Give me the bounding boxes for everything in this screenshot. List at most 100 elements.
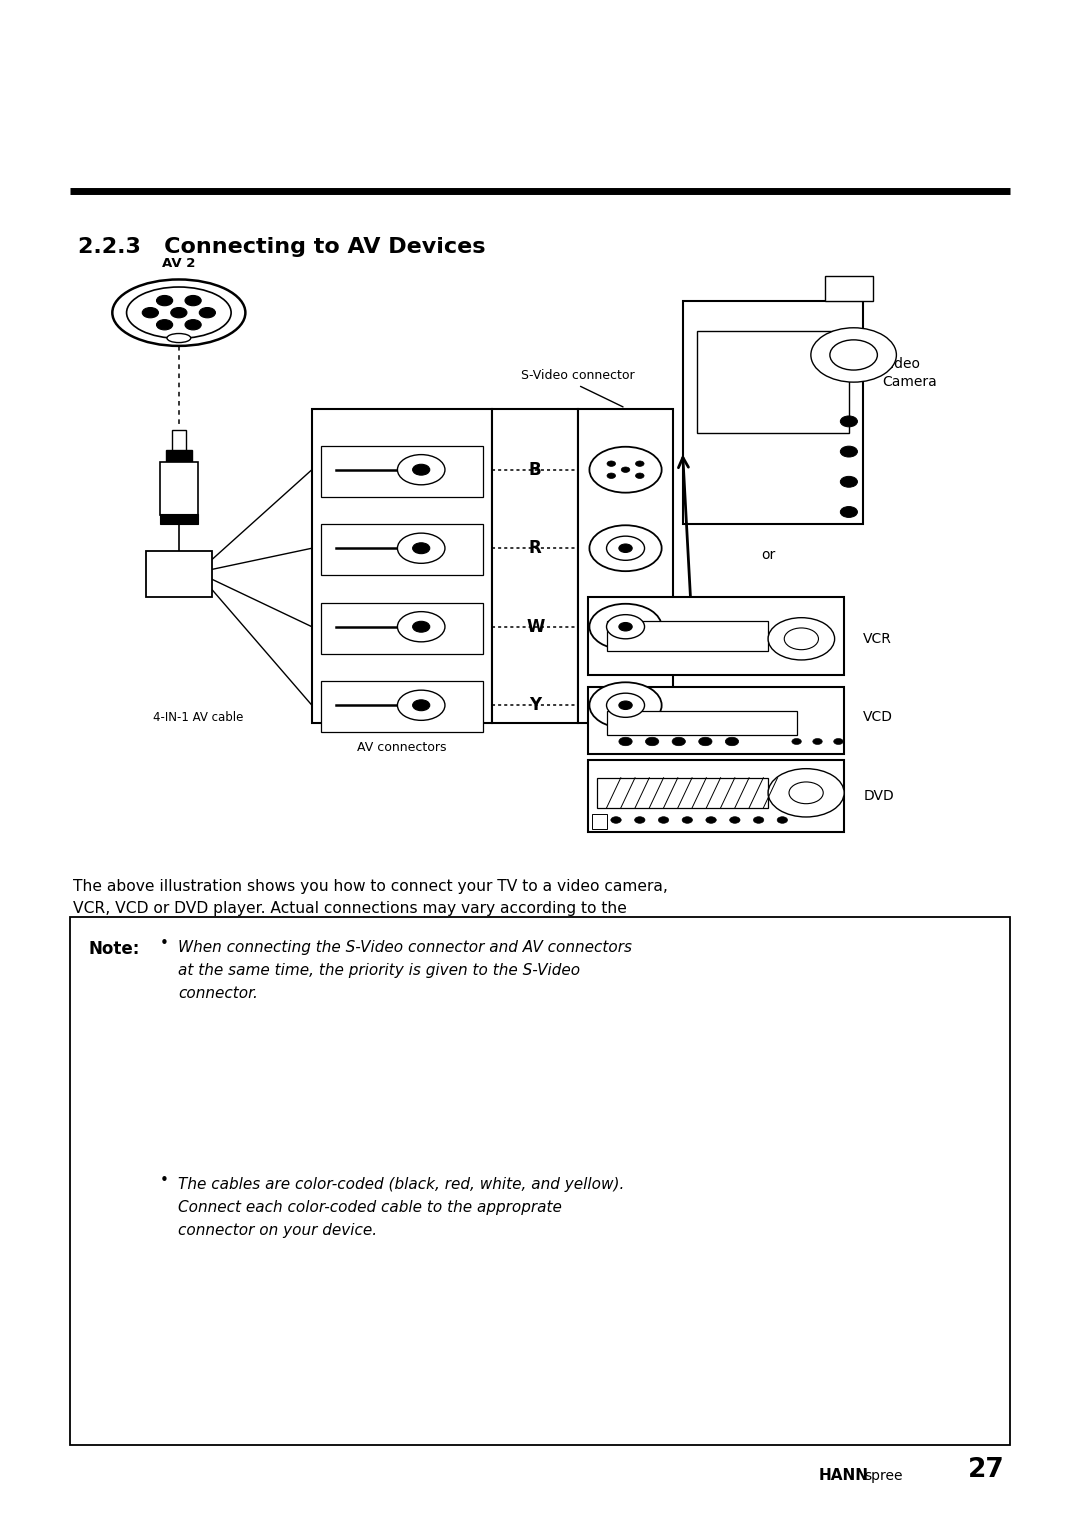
Circle shape [397,612,445,642]
Ellipse shape [167,333,191,342]
Circle shape [171,307,187,318]
Circle shape [754,816,764,823]
Circle shape [840,446,858,457]
Circle shape [185,295,201,306]
Bar [825,277,873,301]
Circle shape [635,460,644,466]
Bar [322,445,483,497]
Bar [597,778,768,807]
Circle shape [590,526,662,572]
Circle shape [590,682,662,728]
Circle shape [840,477,858,488]
Bar [160,514,198,524]
Bar [592,813,607,829]
Circle shape [635,472,644,479]
Circle shape [840,416,858,427]
Text: •: • [160,1173,168,1188]
Bar [146,552,212,596]
Circle shape [778,816,787,823]
Circle shape [590,446,662,492]
Circle shape [699,737,712,746]
Circle shape [672,737,686,746]
Text: Y: Y [529,696,541,714]
Text: Video
Camera: Video Camera [882,356,936,390]
FancyBboxPatch shape [70,917,1010,1445]
Text: AV 2: AV 2 [162,257,195,271]
Text: When connecting the S-Video connector and AV connectors
at the same time, the pr: When connecting the S-Video connector an… [178,940,632,1001]
Circle shape [811,327,896,382]
Circle shape [413,700,430,711]
Circle shape [792,739,801,745]
Bar [165,451,192,463]
Bar [578,410,673,723]
Text: AV connectors: AV connectors [357,742,447,754]
Circle shape [413,465,430,476]
Text: 4-IN-1 AV cable: 4-IN-1 AV cable [152,711,243,725]
Bar [697,330,849,434]
Circle shape [659,816,669,823]
Circle shape [200,307,215,318]
Circle shape [619,622,632,631]
Text: The above illustration shows you how to connect your TV to a video camera,
VCR, : The above illustration shows you how to … [73,879,669,959]
Circle shape [813,739,822,745]
Circle shape [706,816,716,823]
Circle shape [768,618,835,661]
Text: spree: spree [864,1469,903,1483]
Bar [322,602,483,654]
Bar [588,687,845,754]
Text: W: W [526,618,544,636]
Circle shape [590,604,662,650]
Text: HANN: HANN [819,1468,868,1483]
Bar [683,301,863,524]
Bar [607,621,768,651]
Circle shape [619,544,632,552]
Circle shape [829,339,877,370]
Circle shape [834,739,843,745]
Circle shape [646,737,659,746]
Circle shape [607,693,645,717]
Text: R: R [529,540,542,557]
Text: 27: 27 [968,1457,1004,1483]
Text: or: or [761,549,775,563]
Text: B: B [529,460,541,479]
Bar [312,410,492,723]
Circle shape [730,816,740,823]
Text: DVD: DVD [863,789,894,803]
Ellipse shape [112,280,245,346]
Circle shape [635,816,645,823]
Circle shape [397,454,445,485]
Text: 2.2.3   Connecting to AV Devices: 2.2.3 Connecting to AV Devices [78,237,485,257]
Circle shape [413,543,430,553]
Circle shape [726,737,739,746]
Circle shape [397,534,445,563]
Circle shape [619,737,632,746]
Text: VCR: VCR [863,631,892,645]
Circle shape [768,769,845,816]
Circle shape [607,537,645,560]
Bar [172,431,186,451]
Circle shape [789,781,823,804]
Text: •: • [160,936,168,951]
Circle shape [619,700,632,709]
Circle shape [397,690,445,720]
Bar [160,462,198,515]
Text: VCD: VCD [863,711,893,725]
Text: Note:: Note: [89,940,140,959]
Circle shape [143,307,159,318]
Circle shape [621,466,630,472]
Circle shape [607,460,616,466]
Bar [322,524,483,575]
Circle shape [157,295,173,306]
Text: The cables are color-coded (black, red, white, and yellow).
Connect each color-c: The cables are color-coded (black, red, … [178,1177,624,1238]
Circle shape [784,628,819,650]
Bar [607,711,797,735]
Circle shape [611,816,621,823]
Text: S-Video connector: S-Video connector [522,368,635,382]
Circle shape [413,621,430,631]
Circle shape [840,506,858,517]
Bar [322,680,483,732]
Bar [588,760,845,832]
Bar [588,596,845,676]
Circle shape [607,472,616,479]
Ellipse shape [126,287,231,338]
